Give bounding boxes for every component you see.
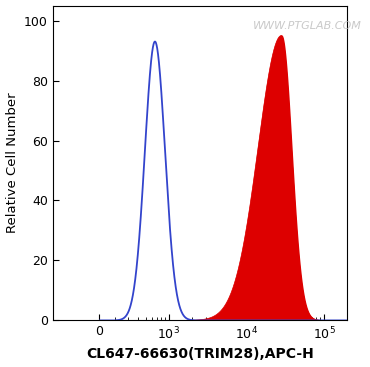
Text: WWW.PTGLAB.COM: WWW.PTGLAB.COM: [253, 21, 362, 31]
Y-axis label: Relative Cell Number: Relative Cell Number: [6, 93, 18, 233]
X-axis label: CL647-66630(TRIM28),APC-H: CL647-66630(TRIM28),APC-H: [86, 348, 314, 361]
